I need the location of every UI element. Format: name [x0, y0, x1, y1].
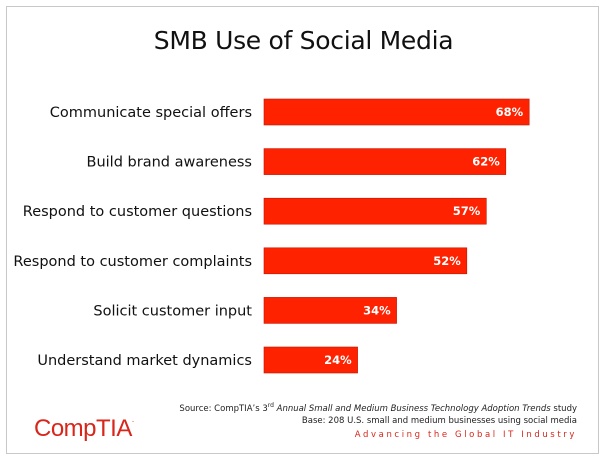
category-label: Build brand awareness	[87, 155, 252, 171]
value-label: 34%	[363, 303, 391, 317]
value-label: 57%	[453, 204, 481, 218]
source-note: Source: CompTIA’s 3rd Annual Small and M…	[179, 403, 577, 427]
value-label: 62%	[472, 155, 500, 169]
comptia-logo: CompTIA.	[34, 415, 134, 443]
chart-title: SMB Use of Social Media	[153, 26, 454, 55]
source-sup: rd	[267, 402, 274, 409]
category-label: Communicate special offers	[50, 105, 252, 121]
logo-text: CompTIA	[34, 415, 132, 442]
bar-chart: Communicate special offers 68% Build brand…	[13, 98, 530, 374]
value-label: 68%	[496, 105, 524, 119]
source-prefix: Source: CompTIA’s 3	[179, 404, 268, 414]
category-label: Respond to customer complaints	[13, 254, 252, 270]
bar	[263, 247, 468, 275]
chart-frame	[6, 6, 599, 454]
logo-mark: .	[131, 415, 134, 424]
category-label: Solicit customer input	[93, 303, 252, 319]
source-study-title: Annual Small and Medium Business Technol…	[273, 404, 551, 414]
bar	[263, 346, 358, 374]
bar	[263, 197, 487, 225]
source-suffix: study	[550, 404, 577, 414]
bar	[263, 148, 507, 175]
bar	[263, 98, 530, 126]
bar	[263, 297, 397, 324]
source-base: Base: 208 U.S. small and medium business…	[301, 416, 577, 426]
value-label: 24%	[324, 353, 352, 367]
value-label: 52%	[433, 254, 461, 268]
category-label: Respond to customer questions	[23, 204, 252, 220]
category-label: Understand market dynamics	[37, 353, 252, 369]
tagline: Advancing the Global IT Industry	[354, 430, 577, 440]
